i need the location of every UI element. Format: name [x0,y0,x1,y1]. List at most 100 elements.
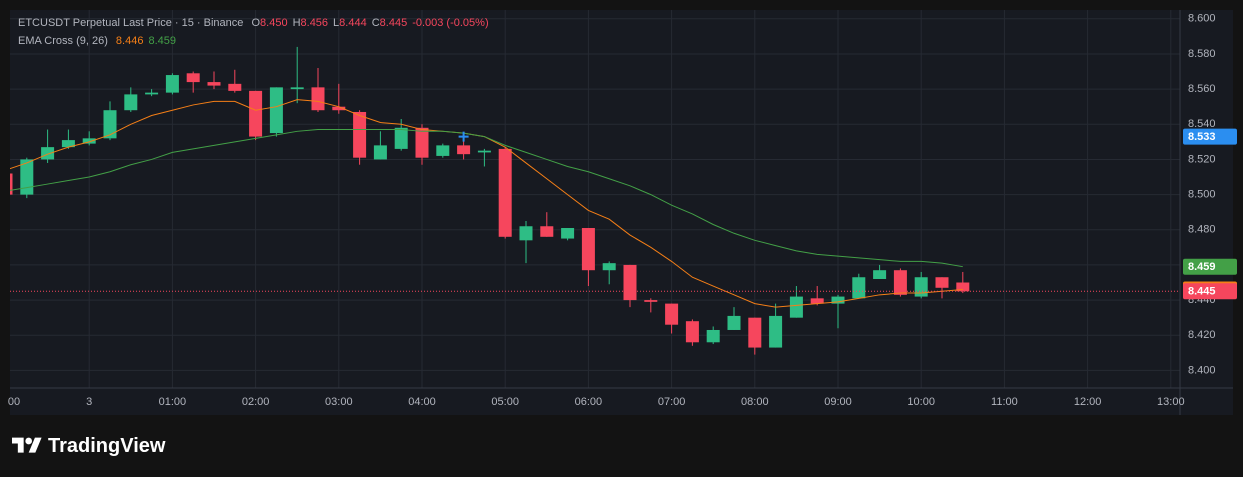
candle-body [311,87,325,111]
x-tick-label: 01:00 [159,396,187,408]
candle-body [935,277,949,288]
ohlc-key: H [292,17,301,29]
ohlc-key: L [333,17,340,29]
candle-body [810,298,824,304]
candle-body [145,92,159,95]
brand-logo [12,437,42,453]
ema-line [10,129,963,268]
candle-body [249,90,263,137]
x-tick-label: 13:00 [1157,396,1185,408]
candle-body [332,106,346,111]
x-tick-label: 3 [86,396,92,408]
candle-body [519,226,533,241]
y-tick-label: 8.420 [1188,329,1216,341]
candle-body [228,83,242,91]
x-tick-label: 10:00 [907,396,935,408]
candle-body [561,228,575,239]
x-tick-label: 06:00 [575,396,603,408]
candle-body [124,94,138,111]
candle-body [644,300,658,302]
ohlc-item: L8.444 [333,17,367,29]
ohlc-item: O8.450 [251,17,287,29]
candle-body [10,173,13,195]
candle-body [602,263,616,271]
candle-body [581,228,595,271]
x-tick-label: 12:00 [1074,396,1102,408]
change: -0.003 (-0.05%) [412,17,489,29]
candle-body [290,87,304,90]
ohlc-value: 8.456 [300,17,329,29]
candle-body [956,282,970,292]
candle-body [373,145,387,160]
ohlc-key: C [371,17,380,29]
x-tick-label: 02:00 [242,396,270,408]
y-tick-label: 8.400 [1188,364,1216,376]
candle-body [269,87,283,134]
price-label-box [1183,258,1237,275]
brand-name: TradingView [48,434,166,457]
candle-body [61,140,75,148]
y-tick-label: 8.500 [1188,189,1216,201]
candle-body [82,138,96,144]
symbol-title: ETCUSDT Perpetual Last Price · 15 · Bina… [18,17,244,29]
ohlc-item: H8.456 [293,17,328,29]
x-tick-label: 09:00 [824,396,852,408]
symbol-legend: ETCUSDT Perpetual Last Price · 15 · Bina… [18,17,494,29]
indicator-name: EMA Cross (9, 26) [18,35,108,47]
price-label: 8.533 [1188,131,1216,143]
candle-body [831,296,845,304]
candle-body [103,110,117,139]
chart: 8.4008.4208.4408.4608.4808.5008.5208.540… [7,10,1237,415]
candle-body [706,329,720,343]
candle-body [436,145,450,156]
price-label: 8.459 [1188,261,1216,273]
price-label: 8.445 [1188,286,1216,298]
ema-value: 8.459 [148,35,176,47]
x-tick-label: 11:00 [991,396,1018,408]
candle-body [394,127,408,149]
y-tick-label: 8.520 [1188,153,1216,165]
candle-body [852,277,866,299]
candle-body [477,150,491,153]
candle-body [748,317,762,348]
candle-body [914,277,928,297]
x-tick-label: 00 [8,396,20,408]
candle-body [873,270,887,279]
ema-value: 8.446 [115,35,144,47]
chart-panel [10,10,1233,415]
x-tick-label: 08:00 [741,396,769,408]
y-tick-label: 8.560 [1188,83,1216,95]
candle-body [540,226,554,237]
candle-body [353,111,367,158]
y-tick-label: 8.600 [1188,13,1216,25]
crosshair-marker [458,131,469,142]
candle-body [498,148,512,237]
candle-body [207,82,221,86]
x-tick-label: 05:00 [491,396,519,408]
ohlc-value: 8.450 [260,17,288,29]
candle-body [41,147,55,160]
candle-body [769,315,783,348]
candle-body [457,145,471,155]
candle-body [165,75,179,93]
candle-body [789,296,803,318]
price-label-box [1183,128,1237,145]
candle-body [727,315,741,330]
ohlc-item: C8.445 [372,17,407,29]
candle-body [20,159,34,195]
x-tick-label: 03:00 [325,396,353,408]
ohlc-value: 8.445 [379,17,408,29]
ohlc-key: O [251,17,261,29]
candle-body [186,73,200,83]
ohlc-value: 8.444 [339,17,367,29]
brand: TradingView [12,434,165,458]
price-label-box [1183,283,1237,300]
candle-body [893,270,907,295]
candle-body [623,264,637,301]
y-tick-label: 8.580 [1188,48,1216,60]
candle-body [685,321,699,343]
candle-body [665,303,679,325]
y-tick-label: 8.540 [1188,118,1216,130]
x-tick-label: 04:00 [408,396,436,408]
